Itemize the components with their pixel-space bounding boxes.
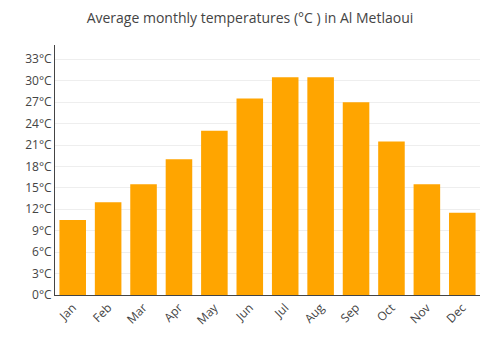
svg-text:12°C: 12°C	[25, 200, 52, 217]
svg-text:Apr: Apr	[160, 299, 186, 325]
svg-text:3°C: 3°C	[32, 265, 52, 282]
svg-text:Aug: Aug	[300, 299, 328, 327]
svg-text:27°C: 27°C	[25, 93, 52, 110]
svg-text:30°C: 30°C	[25, 72, 52, 89]
svg-text:24°C: 24°C	[25, 115, 52, 132]
svg-text:18°C: 18°C	[25, 158, 52, 175]
svg-text:9°C: 9°C	[32, 222, 52, 239]
svg-text:Jul: Jul	[270, 299, 292, 321]
svg-text:May: May	[193, 299, 222, 328]
svg-text:15°C: 15°C	[25, 179, 52, 196]
svg-text:Jun: Jun	[231, 299, 256, 324]
svg-text:Mar: Mar	[123, 299, 151, 327]
svg-text:Sep: Sep	[336, 299, 363, 326]
svg-text:0°C: 0°C	[32, 286, 52, 303]
svg-text:Average monthly temperatures (: Average monthly temperatures (°C ) in Al…	[87, 8, 414, 27]
svg-text:Oct: Oct	[373, 299, 399, 325]
svg-text:Dec: Dec	[442, 299, 469, 326]
svg-text:Nov: Nov	[406, 299, 434, 327]
svg-text:Feb: Feb	[89, 299, 115, 325]
svg-text:21°C: 21°C	[25, 136, 52, 153]
svg-text:Jan: Jan	[55, 299, 80, 324]
svg-text:6°C: 6°C	[32, 243, 52, 260]
svg-text:33°C: 33°C	[25, 50, 52, 67]
